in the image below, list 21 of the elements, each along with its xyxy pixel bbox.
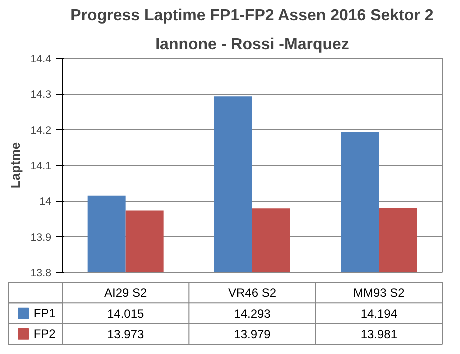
y-tick-label: 13.9 [30,232,52,244]
y-tick-label: 14.2 [30,124,52,137]
legend-label: FP1 [34,306,56,320]
y-tick-label: 13.8 [30,268,52,280]
chart-subtitle: Iannone - Rossi -Marquez [156,36,350,54]
x-tick-label: AI29 S2 [104,286,148,300]
data-label: 13.973 [107,328,145,342]
y-axis-title: Laptme [8,142,23,189]
chart-title: Progress Laptime FP1-FP2 Assen 2016 Sektor 2 [70,8,434,24]
y-tick-label: 14.3 [30,89,52,102]
data-label: 14.293 [234,307,272,321]
data-label: 13.981 [360,328,398,342]
data-label: 14.194 [360,307,398,321]
legend-label: FP2 [34,327,56,342]
y-tick-label: 14.1 [30,160,52,172]
y-tick-label: 14 [40,196,52,208]
x-tick-label: MM93 S2 [353,286,406,300]
data-label: 14.015 [107,307,145,321]
x-tick-label: VR46 S2 [228,286,277,300]
data-label: 13.979 [234,328,272,342]
y-tick-label: 14.4 [30,54,52,66]
